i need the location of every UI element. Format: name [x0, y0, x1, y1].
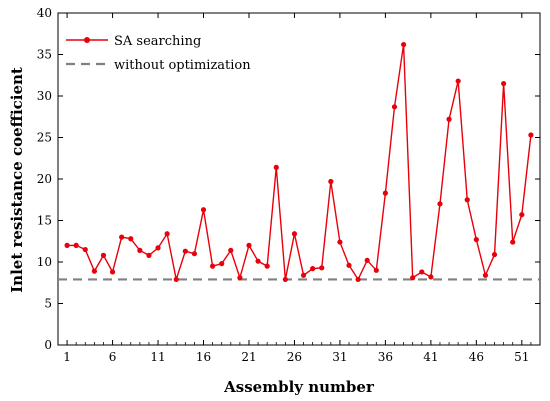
y-tick-label: 15	[37, 214, 52, 228]
sa-searching-point	[73, 242, 79, 248]
sa-searching-point	[228, 247, 234, 253]
sa-searching-point	[464, 197, 470, 203]
sa-searching-point	[300, 272, 307, 278]
sa-searching-point	[246, 242, 252, 248]
sa-searching-point	[519, 212, 525, 218]
x-tick-label: 36	[378, 350, 393, 364]
y-tick-label: 10	[37, 255, 52, 269]
legend: SA searching without optimization	[66, 34, 251, 73]
sa-searching-point	[364, 257, 370, 263]
sa-searching-point	[155, 245, 161, 251]
x-tick-label: 26	[287, 350, 302, 364]
y-tick-label: 20	[37, 172, 52, 186]
x-tick-label: 21	[241, 350, 256, 364]
y-axis-title: Inlet resistance coefficient	[8, 67, 26, 293]
y-tick-label: 35	[37, 48, 52, 62]
x-tick-label: 41	[423, 350, 438, 364]
x-axis-title: Assembly number	[223, 378, 375, 396]
legend-marker-sa	[84, 37, 90, 43]
y-tick-label: 40	[37, 6, 52, 20]
legend-label-sa: SA searching	[114, 34, 201, 49]
sa-searching-point	[191, 251, 198, 257]
sa-searching-point	[482, 272, 489, 278]
sa-searching-point	[328, 178, 334, 185]
sa-searching-point	[264, 263, 270, 269]
sa-searching-point	[173, 276, 179, 283]
x-tick-label: 11	[150, 350, 165, 364]
sa-searching-point	[382, 190, 388, 196]
sa-searching-point	[164, 231, 170, 237]
sa-searching-point	[410, 275, 416, 281]
sa-searching-point	[455, 78, 461, 84]
sa-searching-point	[119, 234, 125, 240]
sa-searching-point	[319, 265, 325, 271]
sa-searching-point	[200, 207, 207, 213]
sa-searching-point	[64, 242, 70, 248]
sa-searching-point	[355, 276, 361, 283]
x-tick-label: 31	[332, 350, 347, 364]
sa-searching-point	[510, 239, 516, 245]
sa-searching-point	[437, 201, 443, 207]
sa-searching-point	[337, 239, 343, 245]
legend-label-baseline: without optimization	[114, 58, 251, 73]
sa-searching-point	[428, 274, 434, 280]
sa-searching-point	[146, 252, 152, 258]
sa-searching-point	[109, 269, 116, 275]
sa-searching-point	[446, 116, 452, 122]
sa-searching-point	[528, 132, 534, 138]
sa-searching-point	[373, 267, 379, 273]
sa-searching-point	[282, 276, 288, 283]
sa-searching-point	[419, 269, 425, 275]
sa-searching-point	[219, 261, 225, 267]
sa-searching-point	[291, 231, 298, 237]
sa-searching-point	[100, 252, 107, 258]
x-tick-label: 6	[109, 350, 117, 364]
sa-searching-point	[273, 164, 279, 170]
y-tick-label: 5	[44, 297, 52, 311]
sa-searching-point	[237, 275, 243, 281]
sa-searching-point	[255, 258, 261, 264]
x-tick-label: 16	[196, 350, 211, 364]
x-tick-label: 46	[469, 350, 484, 364]
sa-searching-point	[491, 251, 498, 258]
sa-searching-point	[137, 247, 143, 253]
sa-searching-point	[400, 41, 407, 48]
sa-searching-series-line	[67, 44, 532, 283]
x-tick-label: 1	[63, 350, 71, 364]
sa-searching-point	[91, 268, 97, 274]
x-tick-label: 51	[514, 350, 529, 364]
sa-searching-point	[128, 236, 134, 242]
sa-searching-point	[391, 104, 398, 110]
sa-searching-point	[501, 80, 507, 87]
sa-searching-point	[473, 236, 479, 243]
y-tick-label: 0	[44, 338, 52, 352]
series-layer	[58, 41, 540, 283]
y-tick-label: 30	[37, 89, 52, 103]
sa-searching-point	[310, 266, 316, 272]
y-tick-label: 25	[37, 131, 52, 145]
sa-searching-point	[182, 248, 188, 254]
sa-searching-point	[82, 246, 88, 253]
sa-searching-point	[210, 263, 216, 269]
sa-searching-point	[346, 262, 352, 268]
